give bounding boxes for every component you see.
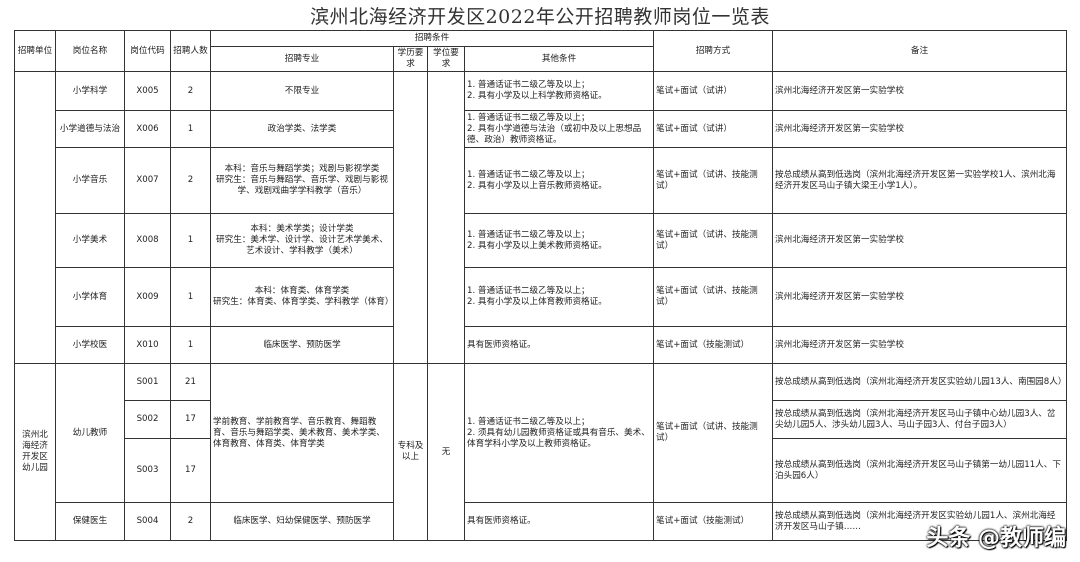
notes-cell: 滨州北海经济开发区第一实验学校 xyxy=(772,71,1068,111)
major-cell: 不限专业 xyxy=(210,71,394,111)
count-cell: 1 xyxy=(170,110,211,148)
header-degree: 学位要求 xyxy=(427,46,465,72)
count-cell: 17 xyxy=(170,438,211,503)
notes-cell: 滨州北海经济开发区第一实验学校 xyxy=(772,110,1068,148)
unit-cell: 滨州北海经济开发区幼儿园 xyxy=(14,363,56,541)
position-cell: 幼儿教师 xyxy=(55,363,125,503)
method-cell: 笔试+面试（试讲、技能测试） xyxy=(653,363,774,503)
method-cell: 笔试+面试（试讲） xyxy=(653,110,774,148)
major-cell: 本科：音乐与舞蹈学类；戏剧与影视学类 研究生：音乐与舞蹈学、音乐学、戏剧与影视学… xyxy=(210,147,394,214)
recruitment-table: 招聘单位 岗位名称 岗位代码 招聘人数 招聘条件 招聘方式 备注 招聘专业 学历… xyxy=(14,30,1068,541)
page-title: 滨州北海经济开发区2022年公开招聘教师岗位一览表 xyxy=(310,6,770,28)
notes-cell: 滨州北海经济开发区第一实验学校 xyxy=(772,267,1068,327)
major-cell: 临床医学、妇幼保健医学、预防医学 xyxy=(210,502,394,541)
header-conditions: 招聘条件 xyxy=(209,30,655,47)
major-cell: 临床医学、预防医学 xyxy=(210,326,394,364)
table-row: 小学体育 X009 1 本科：体育类、体育学类 研究生：体育类、体育学类、学科教… xyxy=(15,267,1068,327)
table-row: 保健医生 S004 2 临床医学、妇幼保健医学、预防医学 具有医师资格证。 笔试… xyxy=(15,502,1068,541)
notes-cell: 按总成绩从高到低选岗（滨州北海经济开发区马山子镇中心幼儿园3人、岔尖幼儿园5人、… xyxy=(772,400,1068,439)
watermark: 头条 @教师编 xyxy=(926,526,1066,551)
header-education: 学历要求 xyxy=(393,46,428,72)
code-cell: S003 xyxy=(124,438,171,503)
position-cell: 小学体育 xyxy=(55,267,125,327)
code-cell: S004 xyxy=(124,502,171,541)
method-cell: 笔试+面试（试讲） xyxy=(653,71,774,111)
position-cell: 小学道德与法治 xyxy=(55,110,125,148)
count-cell: 17 xyxy=(170,400,211,439)
table-row: 小学校医 X010 1 临床医学、预防医学 具有医师资格证。 笔试+面试（技能测… xyxy=(15,326,1068,364)
table-row: 滨州北海经济开发区幼儿园 幼儿教师 S001 21 学前教育、学前教育学、音乐教… xyxy=(14,363,1068,541)
major-cell: 政治学类、法学类 xyxy=(210,110,394,148)
method-cell: 笔试+面试（试讲、技能测试） xyxy=(653,147,774,214)
count-cell: 21 xyxy=(170,363,211,401)
code-cell: S001 xyxy=(124,363,171,401)
major-cell: 学前教育、学前教育学、音乐教育、舞蹈教育、音乐与舞蹈学类、美术教育、美术学类、体… xyxy=(210,363,394,503)
header-count: 招聘人数 xyxy=(170,30,211,72)
count-cell: 1 xyxy=(170,326,211,364)
degree-cell-empty xyxy=(427,71,465,364)
notes-cell: 滨州北海经济开发区第一实验学校 xyxy=(772,213,1068,268)
notes-cell: 按总成绩从高到低选岗（滨州北海经济开发区实验幼儿园1人、滨州北海经济开发区马山子… xyxy=(772,502,1068,541)
code-cell: X008 xyxy=(124,213,171,268)
degree-cell: 无 xyxy=(427,363,465,541)
table-row: 小学道德与法治 X006 1 政治学类、法学类 1. 普通话证书二级乙等及以上；… xyxy=(15,110,1068,148)
code-cell: X007 xyxy=(124,147,171,214)
count-cell: 2 xyxy=(170,502,211,541)
other-cell: 1. 普通话证书二级乙等及以上； 2. 须具有幼儿园教师资格证或具有音乐、美术、… xyxy=(463,363,655,503)
other-cell: 具有医师资格证。 xyxy=(463,326,655,364)
table-row: 小学美术 X008 1 本科：美术学类；设计学类 研究生：美术学、设计学、设计艺… xyxy=(15,213,1068,268)
method-cell: 笔试+面试（试讲、技能测试） xyxy=(653,267,774,327)
code-cell: X005 xyxy=(124,71,171,111)
unit-cell-empty xyxy=(14,71,56,364)
position-cell: 小学校医 xyxy=(55,326,125,364)
code-cell: X010 xyxy=(124,326,171,364)
count-cell: 2 xyxy=(170,71,211,111)
code-cell: S002 xyxy=(124,400,171,439)
code-cell: X006 xyxy=(124,110,171,148)
position-cell: 小学音乐 xyxy=(55,147,125,214)
notes-cell: 按总成绩从高到低选岗（滨州北海经济开发区实验幼儿园13人、南围园8人） xyxy=(772,363,1068,401)
method-cell: 笔试+面试（技能测试） xyxy=(653,502,774,541)
position-cell: 保健医生 xyxy=(55,502,125,541)
header-method: 招聘方式 xyxy=(653,30,774,72)
count-cell: 2 xyxy=(170,147,211,214)
method-cell: 笔试+面试（技能测试） xyxy=(653,326,774,364)
count-cell: 1 xyxy=(170,213,211,268)
notes-cell: 按总成绩从高到低选岗（滨州北海经济开发区第一实验学校1人、滨州北海经济开发区马山… xyxy=(772,147,1068,214)
other-cell: 1. 普通话证书二级乙等及以上； 2. 具有小学及以上音乐教师资格证。 xyxy=(463,147,655,214)
table-row: 小学科学 X005 2 不限专业 1. 普通话证书二级乙等及以上； 2. 具有小… xyxy=(14,71,1068,364)
notes-cell: 滨州北海经济开发区第一实验学校 xyxy=(772,326,1068,364)
position-cell: 小学美术 xyxy=(55,213,125,268)
count-cell: 1 xyxy=(170,267,211,327)
other-cell: 1. 普通话证书二级乙等及以上； 2. 具有小学及以上美术教师资格证。 xyxy=(463,213,655,268)
major-cell: 本科：美术学类；设计学类 研究生：美术学、设计学、设计艺术学美术、艺术设计、学科… xyxy=(210,213,394,268)
code-cell: X009 xyxy=(124,267,171,327)
header-major: 招聘专业 xyxy=(210,46,394,72)
other-cell: 1. 普通话证书二级乙等及以上； 2. 具有小学及以上体育教师资格证。 xyxy=(463,267,655,327)
education-cell-empty xyxy=(393,71,428,364)
other-cell: 1. 普通话证书二级乙等及以上； 2. 具有小学道德与法治（或初中及以上思想品德… xyxy=(463,110,655,148)
header-other: 其他条件 xyxy=(463,46,655,72)
position-cell: 小学科学 xyxy=(55,71,125,111)
other-cell: 具有医师资格证。 xyxy=(463,502,655,541)
notes-cell: 按总成绩从高到低选岗（滨州北海经济开发区马山子镇第一幼儿园11人、下泊头园6人） xyxy=(772,438,1068,503)
education-cell: 专科及以上 xyxy=(393,363,428,541)
major-cell: 本科：体育类、体育学类 研究生：体育类、体育学类、学科教学（体育） xyxy=(210,267,394,327)
header-unit: 招聘单位 xyxy=(14,30,56,72)
header-notes: 备注 xyxy=(772,30,1068,72)
table-row: 小学音乐 X007 2 本科：音乐与舞蹈学类；戏剧与影视学类 研究生：音乐与舞蹈… xyxy=(15,147,1068,214)
header-position: 岗位名称 xyxy=(55,30,125,72)
other-cell: 1. 普通话证书二级乙等及以上； 2. 具有小学及以上科学教师资格证。 xyxy=(463,71,655,111)
method-cell: 笔试+面试（试讲、技能测试） xyxy=(653,213,774,268)
header-code: 岗位代码 xyxy=(124,30,171,72)
